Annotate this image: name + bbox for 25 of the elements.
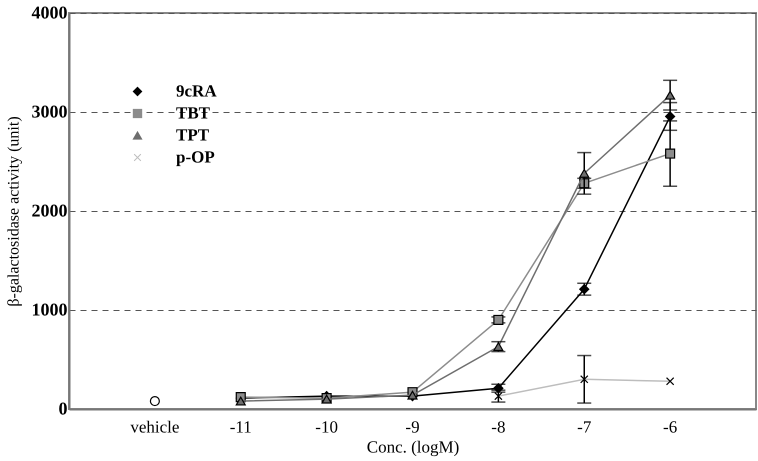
point — [150, 396, 160, 406]
x-tick-label: -11 — [230, 418, 252, 436]
x-tick-label: -6 — [663, 418, 678, 436]
x-tick-label: -7 — [577, 418, 592, 436]
legend-label: p-OP — [176, 148, 215, 166]
x-tick-label: -10 — [315, 418, 338, 436]
point — [493, 314, 504, 325]
point — [665, 148, 676, 159]
y-axis-title: β-galactosidase activity (unit) — [6, 116, 22, 307]
point — [665, 111, 676, 122]
x-tick-label: -8 — [491, 418, 506, 436]
x-tick-label: -9 — [405, 418, 420, 436]
x-axis-title: Conc. (logM) — [366, 438, 460, 456]
legend-label: TBT — [176, 104, 211, 122]
y-tick-label: 1000 — [32, 300, 68, 320]
y-tick-label: 0 — [58, 398, 68, 418]
y-tick-label: 2000 — [32, 200, 68, 220]
point — [236, 396, 246, 406]
legend-label: 9cRA — [176, 82, 218, 100]
legend-label: TPT — [176, 126, 210, 144]
point — [665, 90, 676, 100]
y-tick-label: 4000 — [32, 2, 68, 22]
y-tick-label: 3000 — [32, 102, 68, 122]
x-tick-label: vehicle — [130, 418, 180, 436]
point — [579, 168, 590, 178]
